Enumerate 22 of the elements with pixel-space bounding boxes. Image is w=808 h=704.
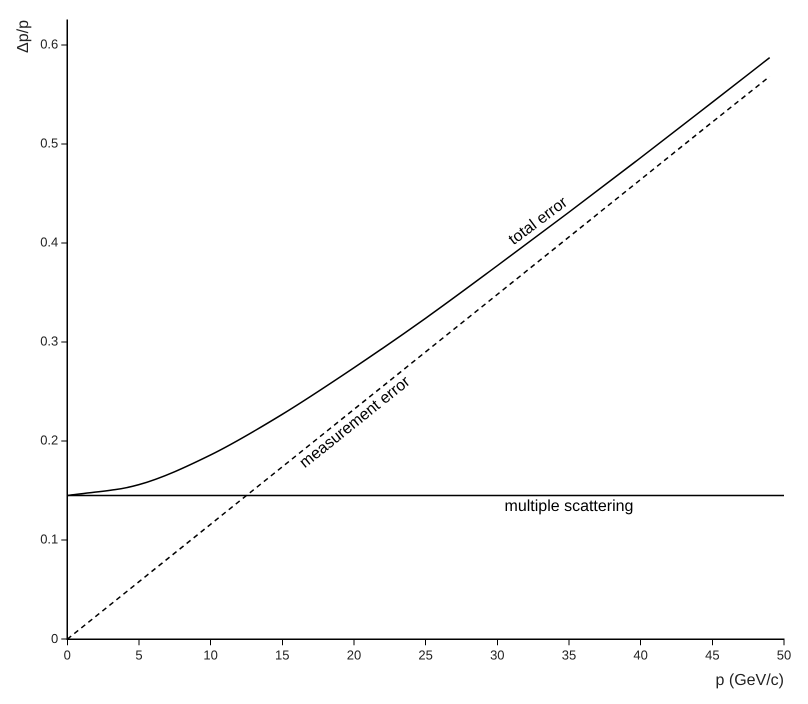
x-tick-label: 30 <box>490 648 505 663</box>
series-label: multiple scattering <box>504 498 634 515</box>
y-axis-title: Δp/p <box>15 20 32 53</box>
text: total error <box>506 194 572 249</box>
x-tick-label: 45 <box>705 648 720 663</box>
y-tick-label: 0.5 <box>40 135 58 150</box>
x-tick-label: 25 <box>418 648 433 663</box>
y-tick-label: 0 <box>51 630 58 646</box>
x-tick-label: 50 <box>776 648 792 663</box>
x-tick-label: 35 <box>562 648 576 663</box>
y-tick-label: 0.4 <box>40 234 58 250</box>
x-axis-title: p (GeV/c) <box>716 672 784 689</box>
x-tick-label: 10 <box>203 648 218 663</box>
x-tick-label: 5 <box>135 648 143 663</box>
x-tick-label: 0 <box>64 648 71 663</box>
x-tick-label: 15 <box>275 648 290 663</box>
x-tick-label: 20 <box>346 648 362 663</box>
y-tick-label: 0.2 <box>40 432 58 448</box>
y-tick-label: 0.6 <box>40 36 58 52</box>
x-tick-label: 40 <box>633 648 648 663</box>
y-tick-label: 0.1 <box>40 532 58 547</box>
y-tick-label: 0.3 <box>40 334 58 349</box>
